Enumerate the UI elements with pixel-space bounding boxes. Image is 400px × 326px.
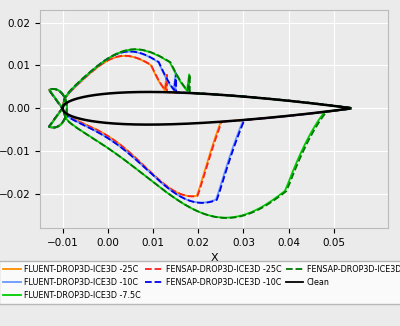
X-axis label: X: X xyxy=(210,254,218,263)
Legend: FLUENT-DROP3D-ICE3D -25C, FLUENT-DROP3D-ICE3D -10C, FLUENT-DROP3D-ICE3D -7.5C, F: FLUENT-DROP3D-ICE3D -25C, FLUENT-DROP3D-… xyxy=(0,260,400,304)
